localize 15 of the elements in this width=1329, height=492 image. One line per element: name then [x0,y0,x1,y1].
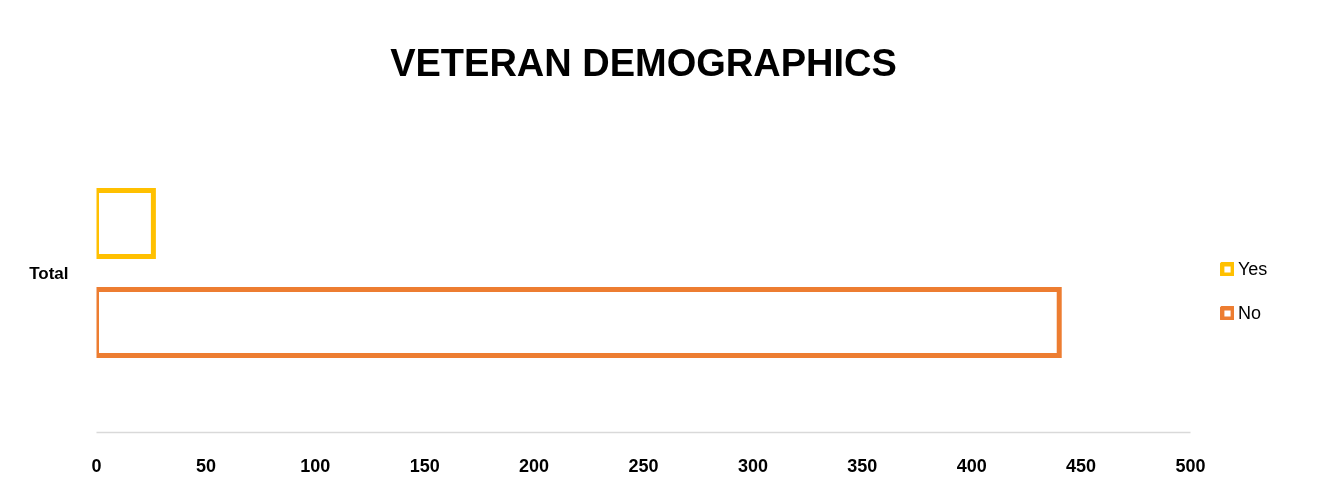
x-tick-label: 250 [628,455,659,476]
x-tick-label: 500 [1175,455,1206,476]
chart-title: VETERAN DEMOGRAPHICS [390,41,897,84]
x-tick-label: 0 [91,455,102,476]
x-tick-label: 150 [409,455,440,476]
x-tick-label: 450 [1066,455,1097,476]
y-tick-label: Total [29,263,69,283]
x-tick-label: 200 [519,455,550,476]
x-tick-label: 50 [195,455,216,476]
x-tick-label: 400 [956,455,987,476]
x-tick-label: 100 [300,455,331,476]
legend-label: Yes [1238,258,1268,280]
legend-label: No [1238,302,1262,324]
x-tick-label: 300 [737,455,768,476]
x-tick-label: 350 [847,455,878,476]
